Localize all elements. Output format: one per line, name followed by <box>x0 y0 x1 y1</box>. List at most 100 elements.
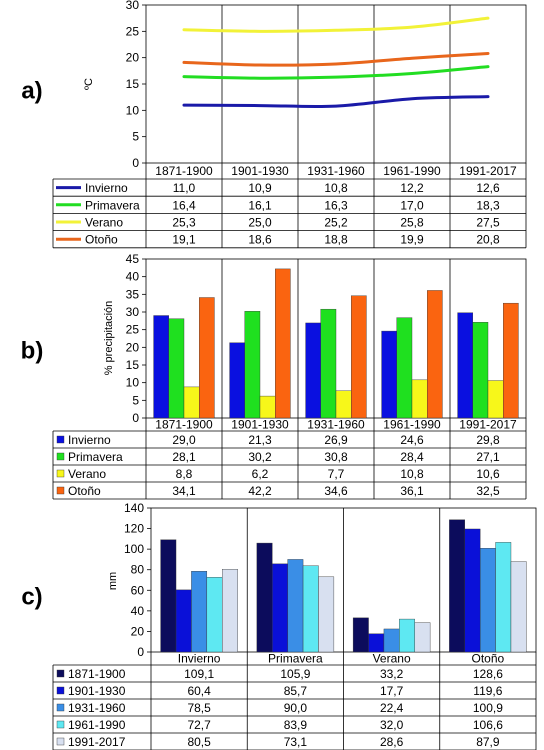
table-value: 29,8 <box>476 433 500 447</box>
table-value: 24,6 <box>400 433 424 447</box>
y-tick-label: 0 <box>137 645 144 659</box>
series-line-0 <box>182 95 490 109</box>
legend-series-name: Invierno <box>85 181 128 195</box>
table-value: 8,8 <box>176 467 193 481</box>
bar <box>352 617 369 653</box>
table-value: 25,2 <box>324 216 348 230</box>
table-value: 105,9 <box>280 667 310 681</box>
bar <box>320 308 337 419</box>
table-value: 11,0 <box>173 181 196 195</box>
table-value: 28,4 <box>400 450 424 464</box>
table-value: 21,3 <box>248 433 272 447</box>
y-tick-label: 40 <box>126 270 140 284</box>
category-label: 1961-1990 <box>383 164 441 178</box>
legend-key-swatch <box>56 486 65 495</box>
bar <box>229 342 246 419</box>
bar <box>503 302 519 419</box>
bar <box>495 542 512 653</box>
legend-key-swatch <box>56 435 65 444</box>
table-value: 78,5 <box>187 701 211 715</box>
table-value: 10,8 <box>400 467 424 481</box>
y-tick-label: 45 <box>126 252 140 266</box>
bar <box>399 618 415 653</box>
table-value: 10,8 <box>324 181 348 195</box>
legend-series-name: 1871-1900 <box>68 667 126 681</box>
y-tick-label: 20 <box>126 340 140 354</box>
y-tick-label: 120 <box>124 522 144 536</box>
bar <box>510 561 527 653</box>
y-tick-label: 60 <box>131 583 145 597</box>
table-value: 100,9 <box>473 701 503 715</box>
table-value: 28,6 <box>380 735 404 749</box>
table-value: 12,2 <box>400 181 424 195</box>
category-label: 1931-1960 <box>307 418 365 432</box>
bar <box>457 312 474 419</box>
y-tick-label: 30 <box>126 305 140 319</box>
table-value: 27,5 <box>476 216 500 230</box>
y-tick-label: 0 <box>132 156 139 170</box>
category-label: 1901-1930 <box>231 418 289 432</box>
y-tick-label: 40 <box>131 604 145 618</box>
y-tick-label: 10 <box>126 103 140 117</box>
legend-key-swatch <box>56 452 65 461</box>
table-value: 34,6 <box>324 484 348 498</box>
table-value: 36,1 <box>400 484 424 498</box>
category-label: 1961-1990 <box>383 418 441 432</box>
y-tick-label: 15 <box>126 77 140 91</box>
bar <box>272 563 288 653</box>
bar <box>381 330 398 419</box>
legend-series-name: 1961-1990 <box>68 718 126 732</box>
table-value: 20,8 <box>476 233 500 247</box>
bar <box>259 395 276 419</box>
panel-label: b) <box>21 337 44 364</box>
bar <box>168 318 185 419</box>
bar <box>160 539 177 653</box>
bar <box>335 390 352 419</box>
category-label: 1991-2017 <box>459 418 517 432</box>
table-value: 26,9 <box>324 433 348 447</box>
legend-key-swatch <box>56 686 65 695</box>
table-value: 33,2 <box>380 667 404 681</box>
bar <box>396 317 413 419</box>
legend-series-name: 1991-2017 <box>68 735 126 749</box>
bar <box>256 542 273 653</box>
panel-c: c) mm 0 20 40 60 80 100 120 140 Invierno Primavera V… <box>21 501 537 750</box>
bar <box>464 528 481 653</box>
y-tick-label: 0 <box>132 411 139 425</box>
panel-a: a) ºC 0 5 10 15 20 25 30 1871-1900 1901-1930 1931-1… <box>21 0 527 249</box>
series-line-3 <box>182 51 490 67</box>
table-value: 16,4 <box>172 198 196 212</box>
y-tick-label: 25 <box>126 24 140 38</box>
bar <box>191 571 208 653</box>
bar <box>275 268 291 419</box>
table-value: 12,6 <box>476 181 500 195</box>
legend-key-swatch <box>56 720 65 729</box>
bar <box>479 548 496 653</box>
legend-series-name: 1901-1930 <box>68 684 126 698</box>
y-tick-label: 80 <box>131 563 145 577</box>
category-label: Invierno <box>178 652 221 666</box>
legend-key-swatch <box>56 703 65 712</box>
y-tick-label: 100 <box>124 542 144 556</box>
table-value: 90,0 <box>284 701 308 715</box>
y-tick-label: 15 <box>126 358 140 372</box>
table-value: 83,9 <box>284 718 308 732</box>
bar <box>487 380 504 419</box>
table-value: 17,0 <box>400 198 424 212</box>
legend-series-name: Invierno <box>68 433 111 447</box>
table-value: 80,5 <box>187 735 211 749</box>
bar <box>222 569 238 653</box>
table-value: 32,0 <box>380 718 404 732</box>
table-value: 29,0 <box>172 433 196 447</box>
table-value: 10,6 <box>476 467 500 481</box>
category-label: 1901-1930 <box>231 164 289 178</box>
bar <box>244 311 261 419</box>
bar <box>153 315 170 419</box>
y-tick-label: 5 <box>132 130 139 144</box>
bar <box>305 322 322 419</box>
table-value: 7,7 <box>328 467 345 481</box>
table-value: 6,2 <box>252 467 269 481</box>
y-tick-label: 25 <box>126 323 140 337</box>
bar <box>368 633 385 653</box>
